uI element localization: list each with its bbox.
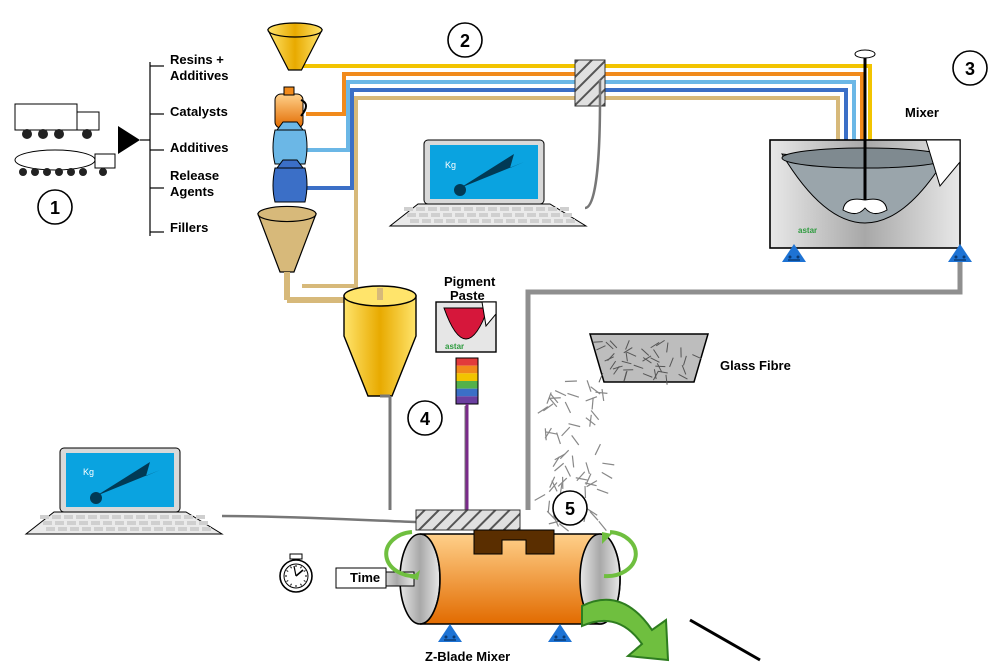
mixer-output-pipe xyxy=(528,248,960,510)
label: Glass Fibre xyxy=(720,358,791,373)
label: Kg xyxy=(445,160,456,170)
output-arrow xyxy=(582,600,668,660)
label: Time xyxy=(350,570,380,585)
label: Z-Blade Mixer xyxy=(425,649,510,664)
bag xyxy=(273,122,307,164)
pigment-dispenser xyxy=(436,302,496,404)
bag xyxy=(273,160,307,202)
label: astar xyxy=(445,342,464,351)
step-number: 4 xyxy=(420,409,430,429)
label: astar xyxy=(798,226,817,235)
input-arrow xyxy=(118,126,140,154)
mixer-vessel-icon xyxy=(770,50,960,248)
input-label: Fillers xyxy=(170,220,208,235)
label: Pigment xyxy=(444,274,496,289)
hopper xyxy=(268,23,322,70)
label: Mixer xyxy=(905,105,939,120)
label: Paste xyxy=(450,288,485,303)
input-label: Resins + xyxy=(170,52,224,67)
load-cell-marker xyxy=(548,624,572,642)
glass-fibre-tray xyxy=(590,334,708,385)
output-sheet xyxy=(690,620,760,660)
input-label: Additives xyxy=(170,68,229,83)
control-laptop xyxy=(26,448,222,534)
step-number: 2 xyxy=(460,31,470,51)
input-label: Catalysts xyxy=(170,104,228,119)
input-label: Additives xyxy=(170,140,229,155)
pipe xyxy=(302,98,838,286)
delivery-trucks xyxy=(15,104,115,176)
process-diagram: Resins +AdditivesCatalystsAdditivesRelea… xyxy=(0,0,994,668)
label: Kg xyxy=(83,467,94,477)
control-laptop xyxy=(390,140,586,226)
main-hopper xyxy=(344,286,416,396)
input-label: Release xyxy=(170,168,219,183)
metering-block-2 xyxy=(416,510,520,530)
step-number: 3 xyxy=(965,59,975,79)
clock-icon xyxy=(280,554,312,592)
step-number: 1 xyxy=(50,198,60,218)
hopper xyxy=(258,206,316,272)
laptop-cable xyxy=(222,516,416,522)
load-cell-marker xyxy=(438,624,462,642)
input-label: Agents xyxy=(170,184,214,199)
step-number: 5 xyxy=(565,499,575,519)
